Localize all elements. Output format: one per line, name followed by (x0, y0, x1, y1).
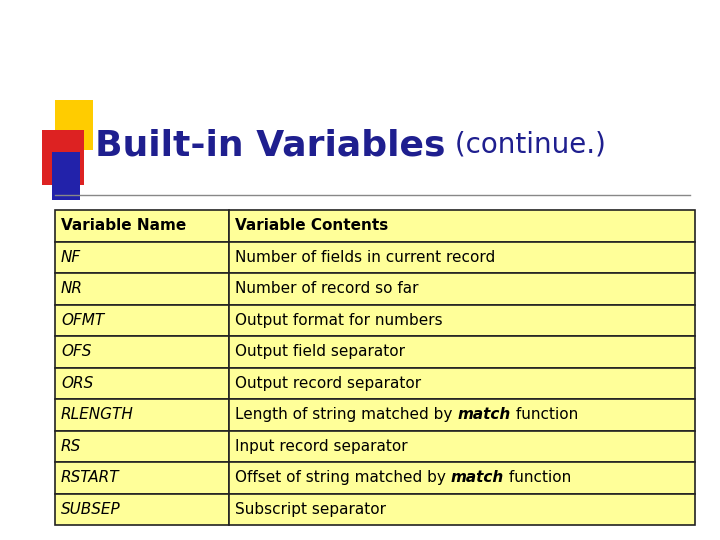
Text: Subscript separator: Subscript separator (235, 502, 386, 517)
Bar (229, 462, 695, 494)
Bar (42, 130, 84, 185)
Text: Output format for numbers: Output format for numbers (235, 313, 443, 328)
Bar (229, 368, 695, 399)
Bar (229, 399, 695, 430)
Text: Number of fields in current record: Number of fields in current record (235, 249, 495, 265)
Bar (229, 273, 695, 305)
Bar (55, 241, 229, 273)
Text: match: match (457, 407, 510, 422)
Text: ORS: ORS (61, 376, 94, 391)
Text: (continue.): (continue.) (446, 131, 606, 159)
Bar (55, 462, 229, 494)
Text: SUBSEP: SUBSEP (61, 502, 121, 517)
Bar (229, 430, 695, 462)
Bar (55, 430, 229, 462)
Text: match: match (451, 470, 504, 485)
Text: Input record separator: Input record separator (235, 438, 408, 454)
Bar (55, 210, 229, 241)
Text: RLENGTH: RLENGTH (61, 407, 134, 422)
Bar (52, 152, 80, 200)
Text: Length of string matched by: Length of string matched by (235, 407, 457, 422)
Text: Variable Contents: Variable Contents (235, 218, 388, 233)
Text: RSTART: RSTART (61, 470, 120, 485)
Bar (229, 494, 695, 525)
Bar (55, 336, 229, 368)
Bar (55, 100, 93, 150)
Text: function: function (504, 470, 572, 485)
Text: NF: NF (61, 249, 81, 265)
Bar (55, 494, 229, 525)
Text: Variable Name: Variable Name (61, 218, 186, 233)
Bar (55, 273, 229, 305)
Text: OFMT: OFMT (61, 313, 104, 328)
Text: OFS: OFS (61, 345, 91, 359)
Bar (229, 210, 695, 241)
Text: NR: NR (61, 281, 83, 296)
Text: Built-in Variables: Built-in Variables (95, 128, 446, 162)
Text: Offset of string matched by: Offset of string matched by (235, 470, 451, 485)
Text: function: function (510, 407, 578, 422)
Text: RS: RS (61, 438, 81, 454)
Text: Number of record so far: Number of record so far (235, 281, 418, 296)
Bar (229, 336, 695, 368)
Bar (55, 305, 229, 336)
Bar (55, 399, 229, 430)
Text: Output field separator: Output field separator (235, 345, 405, 359)
Bar (55, 368, 229, 399)
Bar (229, 241, 695, 273)
Text: Output record separator: Output record separator (235, 376, 421, 391)
Bar (229, 305, 695, 336)
